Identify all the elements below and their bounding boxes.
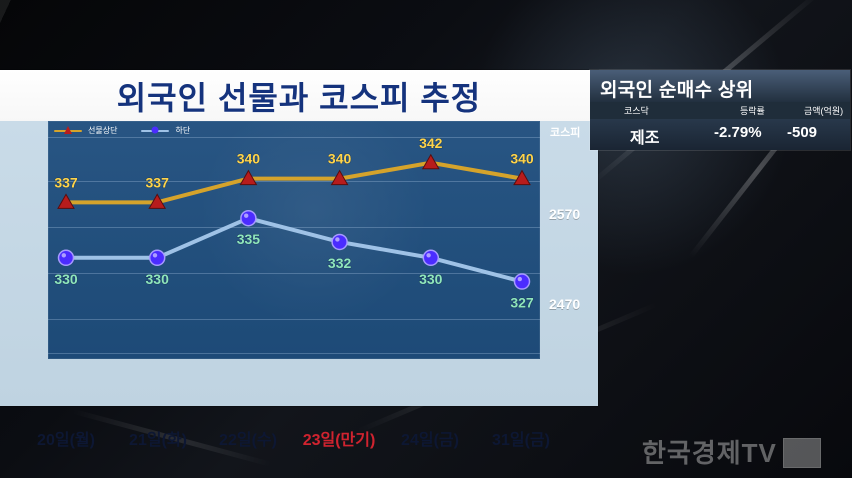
lower-series-value-label: 327 (510, 295, 534, 311)
chart-body: 선물상단 하단 337 337 340 340 342 340 330 330 335 332 33… (0, 121, 598, 449)
upper-series-marker (330, 169, 349, 186)
right-axis-tick: 2570 (549, 206, 581, 222)
x-axis-labels: 20일(월) 21일(화) 22일(수) 23일(만기) 24일(금) 31일(… (0, 426, 598, 456)
ticker-row-amount: -509 (787, 124, 818, 141)
ticker-panel: 외국인 순매수 상위 코스닥 등락률 금액(억원) 제조 -2.79% -509 (590, 70, 850, 150)
legend-swatch-lower (141, 126, 170, 136)
channel-watermark: 한국경제TV (642, 437, 842, 469)
ticker-row-rate: -2.79% (714, 124, 762, 141)
lower-series-marker (57, 249, 75, 267)
legend-swatch-upper (54, 126, 82, 136)
circle-icon (151, 126, 159, 134)
upper-series-value-label: 340 (237, 151, 261, 167)
upper-series-marker (421, 153, 440, 170)
upper-series-value-label: 337 (54, 174, 78, 190)
lower-series-value-label: 330 (419, 271, 443, 287)
upper-series-marker (57, 193, 75, 209)
ticker-title: 외국인 순매수 상위 (600, 80, 754, 101)
ticker-column-kosdaq: 코스닥 (624, 106, 649, 116)
chart-title: 외국인 선물과 코스피 추정 (116, 79, 482, 116)
x-axis-label: 31일(금) (492, 432, 550, 449)
lower-series-marker (422, 249, 440, 267)
ticker-row-name: 제조 (630, 130, 660, 147)
chart-legend: 선물상단 하단 (54, 126, 190, 136)
lower-series-value-label: 330 (54, 271, 78, 287)
x-axis-label: 21일(화) (129, 432, 187, 449)
ticker-row: 제조 -2.79% -509 (590, 119, 850, 150)
watermark-text: 한국경제TV (642, 438, 777, 468)
upper-series-marker (239, 169, 258, 186)
upper-series-line (64, 160, 524, 205)
right-axis-label: 코스피 (550, 127, 581, 139)
ticker-columns: 코스닥 등락률 금액(억원) (590, 102, 850, 120)
lower-series-marker (513, 273, 531, 290)
upper-series-marker (513, 169, 531, 186)
grid-line (48, 137, 540, 138)
legend-item-upper: 선물상단 (54, 126, 117, 136)
legend-item-lower: 하단 (141, 126, 190, 136)
lower-series-marker (148, 249, 166, 267)
chart-svg: 337 337 340 340 342 340 330 330 335 332 330 327 (54, 134, 535, 311)
grid-line (48, 181, 540, 182)
upper-series-value-label: 340 (510, 151, 534, 167)
grid-line (48, 273, 540, 274)
lower-series-marker (331, 233, 348, 251)
upper-series-value-label: 340 (328, 151, 352, 167)
x-axis-label: 24일(금) (401, 432, 459, 449)
lower-series-value-label: 335 (237, 231, 261, 247)
right-axis-tick: 2470 (549, 296, 581, 312)
grid-line (48, 227, 540, 228)
grid-lines (48, 121, 540, 359)
x-axis-label: 22일(수) (219, 432, 277, 449)
ticker-column-amount: 금액(억원) (804, 106, 844, 116)
legend-label-lower: 하단 (175, 126, 191, 135)
lower-series-value-label: 330 (146, 271, 170, 287)
upper-series-value-label: 337 (146, 174, 170, 190)
ticker-header: 외국인 순매수 상위 (590, 70, 850, 103)
triangle-icon (64, 126, 72, 134)
lower-series-marker (240, 209, 257, 227)
x-axis-label: 23일(만기) (302, 432, 376, 449)
grid-line (48, 353, 540, 354)
upper-series-marker (148, 193, 167, 209)
watermark-box (782, 438, 821, 468)
grid-line (48, 319, 540, 320)
lower-series-line (64, 216, 524, 284)
lower-series-value-label: 332 (328, 255, 352, 271)
legend-label-upper: 선물상단 (88, 126, 118, 135)
chart-title-band: 외국인 선물과 코스피 추정 (0, 70, 598, 121)
chart-panel: 외국인 선물과 코스피 추정 선물상단 (0, 70, 598, 449)
x-axis-label: 20일(월) (37, 432, 95, 449)
plot-area: 선물상단 하단 (48, 121, 540, 359)
ticker-column-rate: 등락률 (740, 106, 765, 116)
upper-series-value-label: 342 (419, 135, 443, 151)
